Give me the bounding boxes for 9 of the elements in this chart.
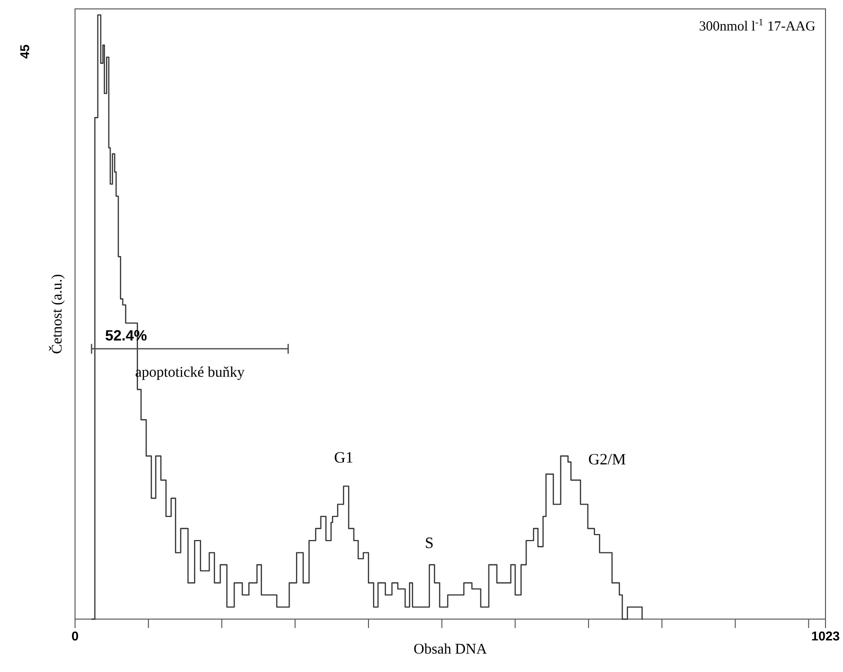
y-axis-title: Četnost (a.u.) <box>48 274 65 354</box>
x-tick-label: 0 <box>72 631 78 640</box>
text: 45 <box>20 44 30 58</box>
annotation: G2/M <box>588 454 626 464</box>
annotation: S <box>426 537 433 548</box>
chart-title: 300nmol l$^{-1}$ 17-AAG <box>700 18 816 30</box>
annotation: G1 <box>334 452 352 462</box>
x-axis-title: Obsah DNA <box>414 643 487 654</box>
x-tick-label: 1023 <box>812 631 840 640</box>
